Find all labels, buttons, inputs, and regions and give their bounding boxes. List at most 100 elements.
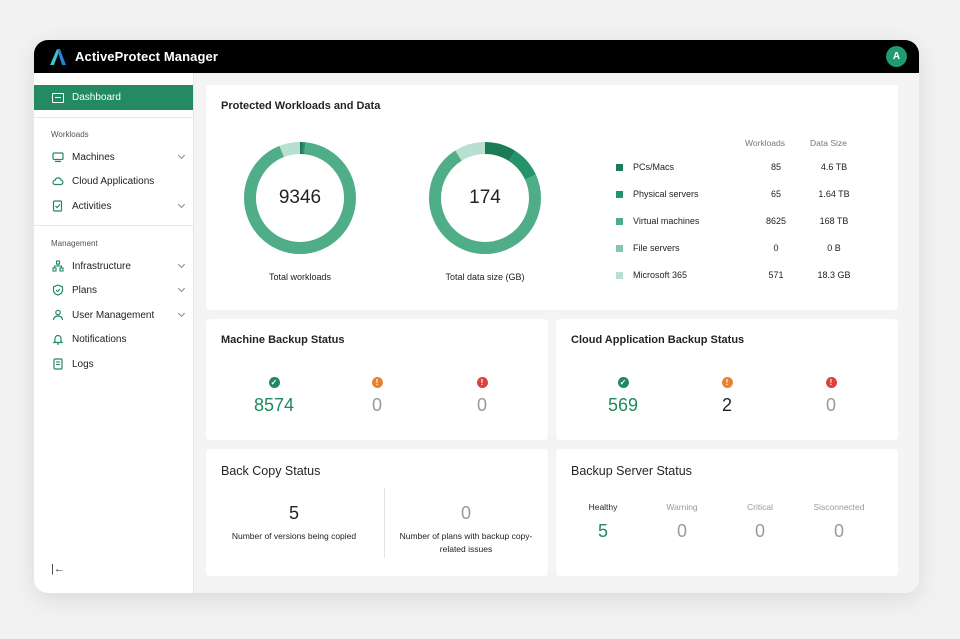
total-data-label: Total data size (GB): [445, 272, 525, 282]
sidebar-item-cloud-applications[interactable]: Cloud Applications: [52, 173, 184, 189]
donut-slice-microsoft-365[interactable]: [429, 142, 541, 254]
legend-data-size: 1.64 TB: [818, 189, 850, 199]
sidebar-item-plans[interactable]: Plans: [52, 282, 186, 298]
versions-label: Number of versions being copied: [231, 531, 357, 541]
server-healthy-stat[interactable]: Healthy 5: [568, 502, 638, 542]
card-title: Backup Server Status: [571, 464, 692, 478]
server-warning-stat[interactable]: Warning 0: [647, 502, 717, 542]
cloud-error-stat[interactable]: ! 0: [801, 377, 861, 416]
legend-swatch: [616, 272, 623, 279]
server-disconnected-stat[interactable]: Sisconnected 0: [804, 502, 874, 542]
sidebar-item-activities[interactable]: Activities: [52, 198, 186, 214]
card-title: Back Copy Status: [221, 464, 321, 478]
chevron-down-icon: [177, 309, 186, 318]
backup-server-card: Backup Server Status Healthy 5 Warning 0…: [556, 449, 898, 576]
column-header-data-size: Data Size: [810, 138, 847, 148]
error-icon: !: [825, 377, 837, 388]
sidebar-item-label: Activities: [72, 200, 112, 212]
legend-name: Microsoft 365: [633, 270, 688, 280]
chevron-down-icon: [177, 200, 186, 209]
error-count: 0: [825, 395, 836, 415]
chevron-down-icon: [177, 284, 186, 293]
legend-row: Microsoft 365 571 18.3 GB: [616, 270, 856, 282]
stat-label: Critical: [747, 502, 773, 512]
sidebar: Dashboard Workloads Machines Cloud Appli…: [34, 73, 194, 593]
donut-slice-microsoft-365[interactable]: [244, 142, 356, 254]
workloads-donut-chart: 9346: [243, 141, 357, 255]
stat-value: 0: [833, 521, 844, 541]
legend-data-size: 168 TB: [819, 216, 849, 226]
legend-row: PCs/Macs 85 4.6 TB: [616, 162, 856, 174]
sidebar-item-label: Plans: [72, 284, 98, 296]
collapse-sidebar-icon[interactable]: |←: [51, 563, 65, 575]
total-data-value: 174: [469, 187, 501, 208]
legend-workloads: 8625: [766, 216, 787, 226]
legend-workloads: 65: [770, 189, 781, 199]
legend-workloads: 85: [770, 162, 781, 172]
stat-value: 0: [676, 521, 687, 541]
legend-swatch: [616, 191, 623, 198]
divider: [34, 225, 193, 226]
warning-count: 2: [721, 395, 732, 415]
check-circle-icon: ✓: [268, 377, 280, 388]
sidebar-item-notifications[interactable]: Notifications: [52, 331, 184, 347]
donut-slice-virtual-machines[interactable]: [429, 142, 541, 254]
stat-value: 0: [754, 521, 765, 541]
sidebar-item-user-management[interactable]: User Management: [52, 307, 186, 323]
back-copy-card: Back Copy Status 5 Number of versions be…: [206, 449, 548, 576]
legend-swatch: [616, 218, 623, 225]
total-workloads-label: Total workloads: [268, 272, 332, 282]
stat-label: Sisconnected: [813, 502, 865, 512]
donut-slice-virtual-machines[interactable]: [244, 142, 356, 254]
users-icon: [52, 309, 64, 321]
machine-warning-stat[interactable]: ! 0: [347, 377, 407, 416]
legend-workloads: 571: [768, 270, 784, 280]
warning-icon: !: [721, 377, 733, 388]
column-header-workloads: Workloads: [745, 138, 785, 148]
issues-count: 0: [460, 503, 471, 523]
legend-name: Physical servers: [633, 189, 699, 199]
sidebar-item-label: Notifications: [72, 333, 127, 345]
legend-name: File servers: [633, 243, 680, 253]
machines-icon: [52, 152, 64, 163]
legend-swatch: [616, 164, 623, 171]
sidebar-item-label: Logs: [72, 358, 94, 370]
warning-count: 0: [371, 395, 382, 415]
sidebar-item-infrastructure[interactable]: Infrastructure: [52, 258, 186, 274]
section-label-management: Management: [51, 239, 98, 248]
divider: [34, 117, 193, 118]
error-icon: !: [476, 377, 488, 388]
machine-success-stat[interactable]: ✓ 8574: [244, 377, 304, 416]
machine-error-stat[interactable]: ! 0: [452, 377, 512, 416]
card-title: Machine Backup Status: [221, 334, 345, 346]
error-count: 0: [476, 395, 487, 415]
legend-name: Virtual machines: [633, 216, 700, 226]
legend-data-size: 4.6 TB: [820, 162, 848, 172]
card-title: Protected Workloads and Data: [221, 100, 381, 112]
versions-count: 5: [288, 503, 299, 523]
sidebar-item-dashboard[interactable]: Dashboard: [34, 85, 193, 110]
sidebar-item-logs[interactable]: Logs: [52, 356, 184, 372]
server-critical-stat[interactable]: Critical 0: [725, 502, 795, 542]
cloud-backup-card: Cloud Application Backup Status ✓ 569 ! …: [556, 319, 898, 440]
logs-icon: [53, 358, 63, 370]
legend-swatch: [616, 245, 623, 252]
sidebar-item-machines[interactable]: Machines: [52, 149, 186, 165]
check-circle-icon: ✓: [617, 377, 629, 388]
legend-data-size: 18.3 GB: [817, 270, 851, 280]
activities-icon: [52, 200, 63, 212]
section-label-workloads: Workloads: [51, 130, 89, 139]
cloud-warning-stat[interactable]: ! 2: [697, 377, 757, 416]
app-window: ActiveProtect Manager A Dashboard Worklo…: [34, 40, 919, 593]
app-logo-icon: [50, 48, 66, 65]
protected-workloads-card: Protected Workloads and Data 9346 Total …: [206, 85, 898, 310]
infrastructure-icon: [52, 260, 64, 272]
cloud-success-stat[interactable]: ✓ 569: [593, 377, 653, 416]
stat-value: 5: [597, 521, 608, 541]
user-avatar[interactable]: A: [886, 46, 907, 67]
shield-icon: [52, 284, 64, 296]
stat-label: Healthy: [588, 502, 618, 512]
app-title: ActiveProtect Manager: [75, 49, 218, 64]
issues-label: Number of plans with backup copy-related…: [399, 531, 533, 554]
total-workloads-value: 9346: [278, 187, 322, 208]
